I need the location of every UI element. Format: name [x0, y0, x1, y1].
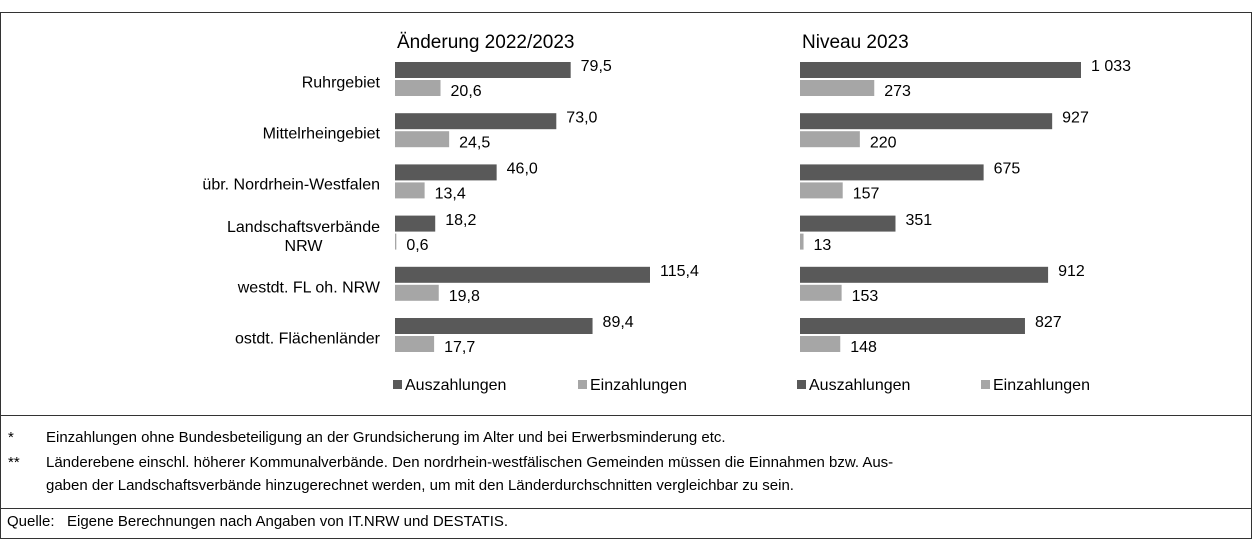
value-label: 13,4 [435, 186, 466, 203]
bar [395, 284, 439, 301]
legend-label: Auszahlungen [405, 377, 506, 394]
value-label: 46,0 [507, 161, 538, 178]
value-label: 1 033 [1091, 58, 1131, 75]
value-label: 17,7 [444, 339, 475, 356]
category-label: ostdt. Flächenländer [235, 330, 380, 348]
bar [395, 62, 571, 78]
legend-label: Auszahlungen [809, 377, 910, 394]
category-label: Mittelrheingebiet [262, 125, 380, 143]
bar [800, 284, 842, 301]
footnote-text: Einzahlungen ohne Bundesbeteiligung an d… [46, 429, 726, 446]
value-label: 19,8 [449, 288, 480, 305]
bar [395, 215, 436, 232]
bar [800, 164, 984, 181]
value-label: 73,0 [566, 109, 597, 126]
bar [800, 182, 843, 199]
value-label: 79,5 [581, 58, 612, 75]
bar [395, 336, 435, 352]
bar [800, 336, 841, 352]
footnote-marker: * [8, 429, 14, 446]
value-label: 927 [1062, 109, 1089, 126]
legend-swatch [393, 380, 402, 389]
bar [800, 318, 1025, 334]
source-text: Eigene Berechnungen nach Angaben von IT.… [67, 513, 509, 530]
bar [800, 131, 860, 148]
value-label: 153 [852, 288, 879, 305]
bar [800, 80, 875, 96]
bar [395, 80, 441, 96]
footnote-text: Länderebene einschl. höherer Kommunalver… [46, 454, 894, 494]
panel-title: Niveau 2023 [802, 32, 909, 53]
panel-title: Änderung 2022/2023 [397, 32, 575, 53]
value-label: 157 [853, 186, 880, 203]
footnote-marker: ** [8, 454, 20, 471]
bar [395, 182, 425, 199]
bar [395, 233, 397, 250]
category-label: westdt. FL oh. NRW [237, 279, 380, 297]
category-label: Ruhrgebiet [301, 74, 380, 92]
legend-swatch [981, 380, 990, 389]
value-label: 24,5 [459, 134, 490, 151]
value-label: 115,4 [660, 263, 699, 280]
bar [395, 266, 650, 283]
legend-swatch [797, 380, 806, 389]
bar [395, 113, 557, 130]
value-label: 0,6 [406, 237, 428, 254]
value-label: 20,6 [451, 83, 482, 100]
value-label: 18,2 [445, 212, 476, 229]
value-label: 148 [850, 339, 877, 356]
bar [800, 233, 804, 250]
value-label: 912 [1058, 263, 1085, 280]
bar [395, 131, 450, 148]
bar [395, 318, 593, 334]
category-label: übr. Nordrhein-Westfalen [202, 176, 380, 194]
value-label: 13 [814, 237, 832, 254]
value-label: 89,4 [603, 314, 634, 331]
bar [800, 215, 896, 232]
bar [800, 113, 1053, 130]
source-label: Quelle: [7, 513, 55, 530]
value-label: 351 [905, 212, 932, 229]
category-label: Landschaftsverbände NRW [227, 218, 380, 255]
legend-label: Einzahlungen [993, 377, 1090, 394]
value-label: 220 [870, 134, 897, 151]
value-label: 273 [884, 83, 911, 100]
legend-label: Einzahlungen [590, 377, 687, 394]
bar [800, 266, 1049, 283]
bar [800, 62, 1081, 78]
value-label: 675 [994, 161, 1021, 178]
bar [395, 164, 497, 181]
legend-swatch [578, 380, 587, 389]
value-label: 827 [1035, 314, 1062, 331]
